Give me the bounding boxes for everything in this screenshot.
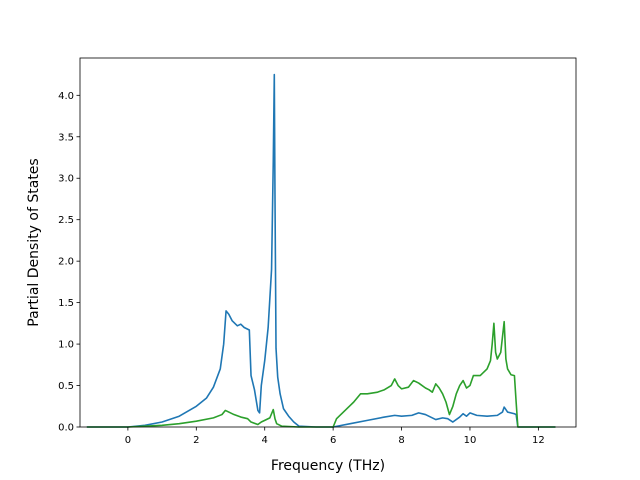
x-tick-label: 6 — [330, 435, 336, 446]
plot-area — [80, 58, 576, 427]
y-tick-label: 0.5 — [58, 381, 74, 392]
x-tick-label: 10 — [464, 435, 477, 446]
y-ticks: 0.0 0.5 1.0 1.5 2.0 2.5 3.0 3.5 4.0 — [58, 91, 80, 434]
y-tick-label: 3.5 — [58, 132, 74, 143]
y-tick-label: 1.0 — [58, 340, 74, 351]
x-tick-label: 8 — [398, 435, 404, 446]
y-tick-label: 2.0 — [58, 257, 74, 268]
series-line-2 — [86, 320, 556, 428]
x-tick-label: 12 — [532, 435, 545, 446]
x-tick-label: 2 — [193, 435, 199, 446]
x-tick-label: 4 — [262, 435, 268, 446]
y-tick-label: 1.5 — [58, 298, 74, 309]
x-tick-label: 0 — [125, 435, 131, 446]
y-axis-label: Partial Density of States — [26, 158, 42, 326]
y-tick-label: 0.0 — [58, 423, 74, 434]
x-ticks: 0 2 4 6 8 10 12 — [125, 427, 545, 446]
y-tick-label: 3.0 — [58, 174, 74, 185]
x-axis-label: Frequency (THz) — [271, 458, 385, 474]
y-tick-label: 4.0 — [58, 91, 74, 102]
series-line-1 — [86, 73, 556, 428]
series-layer — [86, 73, 556, 428]
plot-frame — [79, 57, 577, 428]
y-tick-label: 2.5 — [58, 215, 74, 226]
